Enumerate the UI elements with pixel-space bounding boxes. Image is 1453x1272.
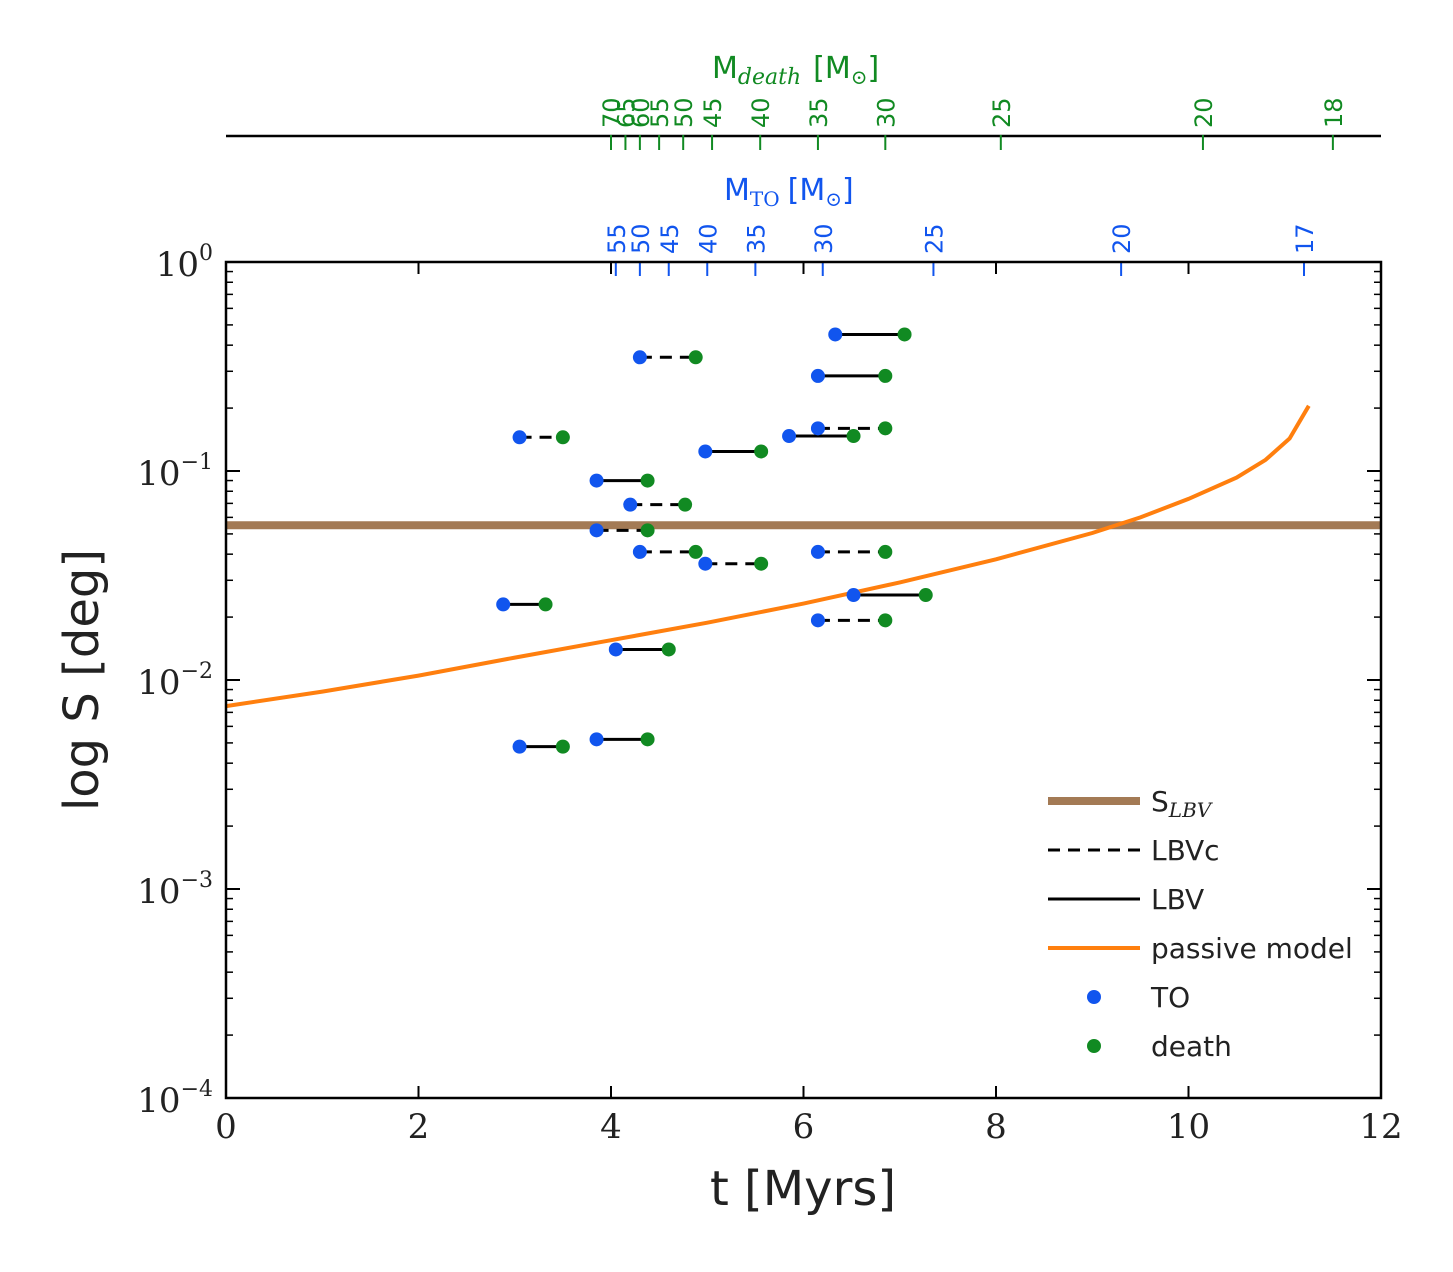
to-point — [608, 642, 623, 657]
to-axis-tick-label: 50 — [627, 223, 655, 254]
x-tick-label: 0 — [215, 1107, 237, 1147]
to-point — [782, 429, 797, 444]
legend-label-lbvc: LBVc — [1151, 834, 1220, 867]
death-axis-tick-label: 70 — [598, 97, 626, 128]
death-axis-title: Mdeath [M⊙] — [712, 51, 879, 90]
to-axis-tick-label: 25 — [920, 223, 948, 254]
to-axis-title: MTO [M⊙] — [724, 173, 854, 211]
death-point — [555, 430, 570, 445]
to-point — [589, 732, 604, 747]
to-point — [623, 497, 638, 512]
y-tick-label: 10−3 — [137, 868, 213, 912]
death-point — [688, 350, 703, 365]
to-point — [589, 473, 604, 488]
legend-label-passive: passive model — [1151, 932, 1353, 965]
death-point — [640, 732, 655, 747]
death-point — [754, 556, 769, 571]
to-point — [810, 368, 825, 383]
death-point — [754, 444, 769, 459]
x-tick-label: 10 — [1167, 1107, 1210, 1147]
death-point — [640, 473, 655, 488]
legend-label-to: TO — [1150, 981, 1190, 1014]
to-point — [632, 544, 647, 559]
x-tick-label: 6 — [793, 1107, 815, 1147]
to-axis-tick-label: 40 — [694, 223, 722, 254]
death-point — [678, 497, 693, 512]
to-point — [589, 523, 604, 538]
y-tick-label: 100 — [156, 241, 213, 285]
to-axis-tick-label: 17 — [1291, 223, 1319, 254]
to-point — [828, 327, 843, 342]
death-point — [918, 588, 933, 603]
death-point — [555, 739, 570, 754]
to-axis-tick-label: 55 — [603, 223, 631, 254]
legend-label-death: death — [1151, 1030, 1232, 1063]
to-point — [632, 350, 647, 365]
y-axis-label: log S [deg] — [54, 549, 110, 811]
x-tick-label: 12 — [1359, 1107, 1402, 1147]
death-point — [878, 368, 893, 383]
to-point — [698, 556, 713, 571]
death-axis-tick-label: 50 — [670, 97, 698, 128]
death-axis-tick-label: 18 — [1320, 97, 1348, 128]
death-axis-tick-label: 65 — [612, 97, 640, 128]
to-point — [810, 421, 825, 436]
to-point — [512, 430, 527, 445]
to-axis-tick-label: 35 — [742, 223, 770, 254]
legend-label-slbv: SLBV — [1151, 785, 1214, 822]
y-tick-label: 10−2 — [137, 659, 213, 703]
death-point — [878, 613, 893, 628]
x-tick-label: 8 — [985, 1107, 1007, 1147]
x-tick-label: 2 — [408, 1107, 430, 1147]
death-point — [661, 642, 676, 657]
death-point — [897, 327, 912, 342]
passive-model-curve — [225, 404, 1311, 709]
to-axis-tick-label: 30 — [810, 223, 838, 254]
to-point — [496, 597, 511, 612]
y-tick-label: 10−1 — [137, 450, 213, 494]
death-point — [688, 544, 703, 559]
death-axis-tick-label: 20 — [1190, 97, 1218, 128]
death-axis-tick-label: 25 — [988, 97, 1016, 128]
x-tick-label: 4 — [600, 1107, 622, 1147]
death-point — [846, 429, 861, 444]
death-axis-tick-label: 55 — [646, 97, 674, 128]
to-axis-tick-label: 45 — [656, 223, 684, 254]
death-axis-tick-label: 40 — [747, 97, 775, 128]
legend-to-swatch — [1087, 990, 1101, 1004]
plot-area: 0 2 4 6 8 10 12 100 10−1 10−2 10−3 10−4 — [137, 241, 1402, 1147]
y-tick-label: 10−4 — [137, 1077, 213, 1121]
to-axis-tick-label: 20 — [1108, 223, 1136, 254]
death-axis-tick-label: 45 — [699, 97, 727, 128]
x-axis-label: t [Myrs] — [710, 1161, 896, 1217]
death-point — [640, 523, 655, 538]
to-point — [810, 544, 825, 559]
to-point — [698, 444, 713, 459]
death-axis-tick-label: 60 — [627, 97, 655, 128]
death-point — [538, 597, 553, 612]
legend: SLBV LBVc LBV passive model TO death — [1048, 785, 1353, 1063]
death-axis-tick-label: 30 — [872, 97, 900, 128]
death-point — [878, 544, 893, 559]
to-point — [846, 588, 861, 603]
legend-death-swatch — [1087, 1039, 1101, 1053]
death-axis-tick-label: 35 — [805, 97, 833, 128]
to-point — [512, 739, 527, 754]
to-point — [810, 613, 825, 628]
legend-label-lbv: LBV — [1151, 883, 1204, 916]
death-point — [878, 421, 893, 436]
